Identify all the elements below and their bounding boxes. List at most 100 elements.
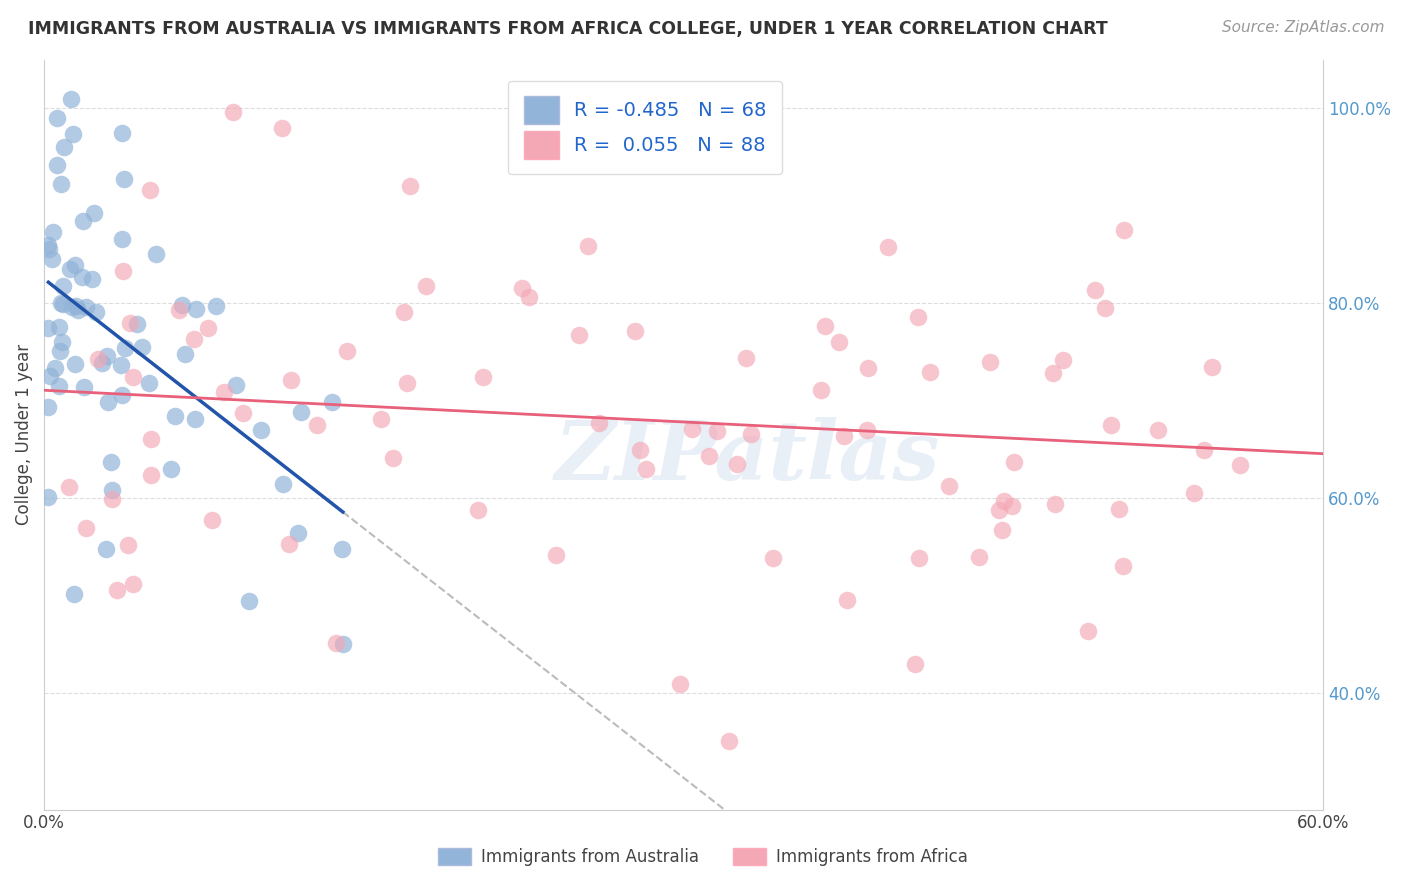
- Point: [990, 524, 1012, 538]
- Point: [111, 126, 134, 140]
- Point: [636, 462, 658, 476]
- Point: [59, 261, 82, 276]
- Point: [87, 351, 110, 366]
- Y-axis label: College, Under 1 year: College, Under 1 year: [15, 344, 32, 525]
- Point: [84, 305, 107, 319]
- Point: [121, 577, 143, 591]
- Point: [110, 358, 132, 372]
- Point: [38, 242, 60, 256]
- Point: [41, 252, 63, 267]
- Point: [37, 238, 59, 252]
- Point: [121, 370, 143, 384]
- Point: [287, 525, 309, 540]
- Point: [183, 412, 205, 426]
- Point: [1192, 442, 1215, 457]
- Point: [51, 177, 73, 191]
- Point: [1001, 499, 1024, 513]
- Point: [517, 290, 540, 304]
- Point: [908, 551, 931, 566]
- Point: [628, 442, 651, 457]
- Point: [1094, 301, 1116, 315]
- Point: [145, 247, 167, 261]
- Point: [1112, 559, 1135, 574]
- Point: [718, 734, 741, 748]
- Legend: R = -0.485   N = 68, R =  0.055   N = 88: R = -0.485 N = 68, R = 0.055 N = 88: [508, 80, 782, 175]
- Point: [305, 417, 328, 432]
- Point: [1045, 497, 1067, 511]
- Point: [60, 300, 83, 314]
- Point: [588, 416, 610, 430]
- Point: [988, 503, 1011, 517]
- Point: [63, 357, 86, 371]
- Point: [1112, 223, 1135, 237]
- Point: [837, 593, 859, 607]
- Point: [91, 356, 114, 370]
- Point: [967, 549, 990, 564]
- Point: [706, 425, 728, 439]
- Point: [856, 423, 879, 437]
- Point: [725, 457, 748, 471]
- Point: [918, 364, 941, 378]
- Point: [810, 384, 832, 398]
- Point: [172, 298, 194, 312]
- Point: [186, 301, 208, 316]
- Point: [44, 360, 66, 375]
- Point: [62, 127, 84, 141]
- Point: [938, 479, 960, 493]
- Point: [174, 347, 197, 361]
- Text: IMMIGRANTS FROM AUSTRALIA VS IMMIGRANTS FROM AFRICA COLLEGE, UNDER 1 YEAR CORREL: IMMIGRANTS FROM AUSTRALIA VS IMMIGRANTS …: [28, 20, 1108, 37]
- Point: [51, 295, 73, 310]
- Point: [321, 394, 343, 409]
- Point: [105, 582, 128, 597]
- Point: [38, 368, 60, 383]
- Point: [238, 594, 260, 608]
- Point: [907, 310, 929, 325]
- Point: [58, 480, 80, 494]
- Point: [139, 468, 162, 483]
- Point: [828, 334, 851, 349]
- Point: [858, 360, 880, 375]
- Point: [392, 304, 415, 318]
- Point: [330, 542, 353, 557]
- Point: [546, 548, 568, 562]
- Point: [49, 344, 72, 359]
- Point: [141, 432, 163, 446]
- Point: [370, 412, 392, 426]
- Point: [1084, 283, 1107, 297]
- Point: [52, 279, 75, 293]
- Point: [624, 324, 647, 338]
- Point: [681, 422, 703, 436]
- Point: [48, 320, 70, 334]
- Point: [222, 104, 245, 119]
- Text: ZIPatlas: ZIPatlas: [555, 417, 941, 497]
- Point: [271, 476, 294, 491]
- Point: [1052, 353, 1074, 368]
- Point: [118, 317, 141, 331]
- Point: [1182, 485, 1205, 500]
- Point: [697, 449, 720, 463]
- Point: [512, 281, 534, 295]
- Point: [72, 213, 94, 227]
- Point: [576, 238, 599, 252]
- Point: [336, 344, 359, 359]
- Point: [183, 332, 205, 346]
- Point: [138, 376, 160, 390]
- Point: [280, 373, 302, 387]
- Point: [53, 140, 76, 154]
- Point: [70, 270, 93, 285]
- Point: [46, 158, 69, 172]
- Point: [117, 538, 139, 552]
- Point: [325, 636, 347, 650]
- Point: [1201, 359, 1223, 374]
- Point: [83, 205, 105, 219]
- Point: [201, 513, 224, 527]
- Point: [1146, 423, 1168, 437]
- Legend: Immigrants from Australia, Immigrants from Africa: Immigrants from Australia, Immigrants fr…: [430, 840, 976, 875]
- Point: [82, 272, 104, 286]
- Point: [73, 380, 96, 394]
- Point: [125, 317, 148, 331]
- Point: [1002, 455, 1025, 469]
- Point: [415, 279, 437, 293]
- Point: [75, 521, 97, 535]
- Point: [160, 461, 183, 475]
